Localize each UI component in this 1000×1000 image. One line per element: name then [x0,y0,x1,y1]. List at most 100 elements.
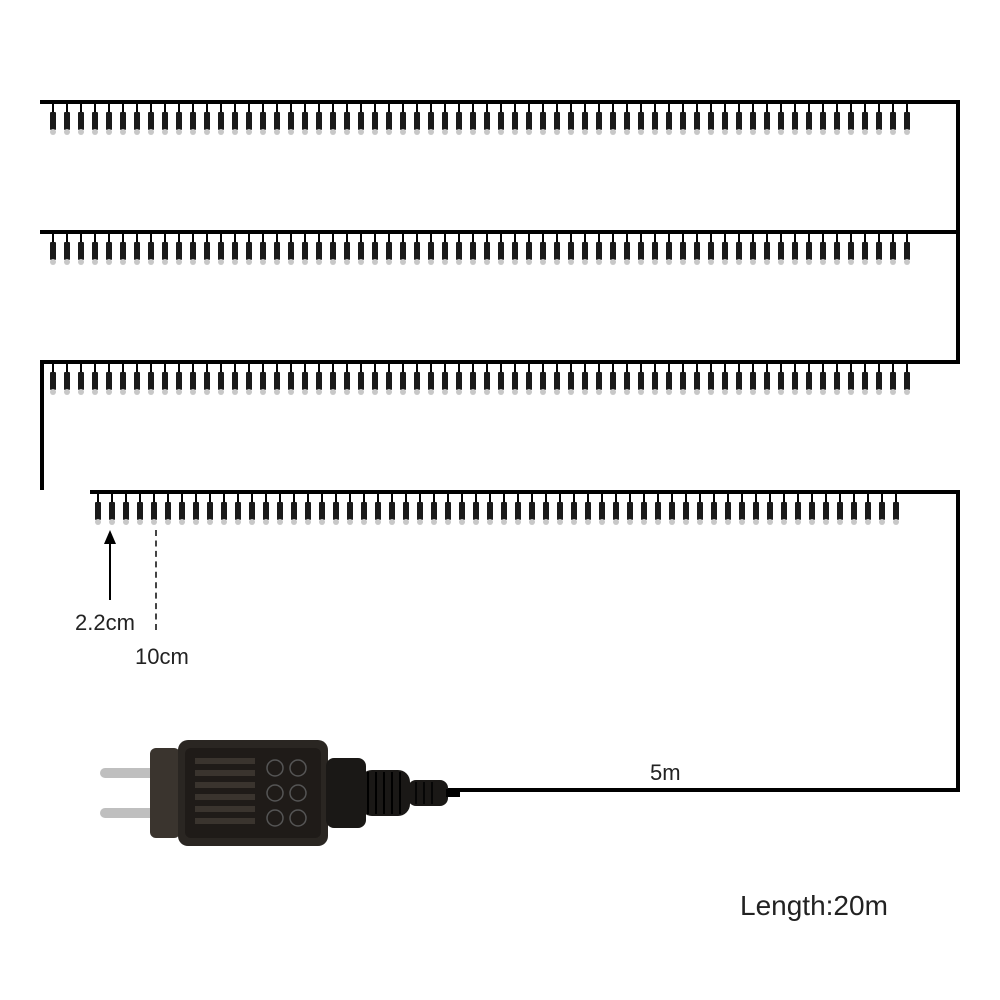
light-bulb [470,104,476,136]
light-bulb [414,364,420,396]
light-bulb [596,234,602,266]
light-bulb [134,234,140,266]
light-bulb [848,364,854,396]
light-row-4 [40,490,960,550]
light-bulb [190,364,196,396]
light-bulb [386,104,392,136]
light-bulb [442,104,448,136]
light-bulb [487,494,493,526]
light-bulb [596,364,602,396]
drop-length-label: 2.2cm [75,610,135,636]
light-bulb [372,104,378,136]
light-bulb [848,104,854,136]
light-bulb [652,234,658,266]
light-bulb [358,104,364,136]
string-light-diagram: 2.2cm 10cm 5m [40,100,960,160]
light-bulb [50,234,56,266]
light-bulb [904,364,910,396]
light-bulb [638,104,644,136]
light-bulb [680,104,686,136]
lead-vertical [956,490,960,790]
light-bulb [624,104,630,136]
light-bulb [302,234,308,266]
connector-3-4 [40,360,44,490]
light-row-1 [40,100,960,160]
light-bulb [599,494,605,526]
light-bulb [484,364,490,396]
light-bulb [204,104,210,136]
light-bulb [106,104,112,136]
light-bulb [288,234,294,266]
light-bulb [291,494,297,526]
light-bulb [176,104,182,136]
light-bulb [540,234,546,266]
light-bulb [246,234,252,266]
light-bulb [666,234,672,266]
light-bulb [274,104,280,136]
light-bulb [316,364,322,396]
light-bulb [725,494,731,526]
light-bulb [246,364,252,396]
light-bulb [470,234,476,266]
light-bulb [739,494,745,526]
light-bulb [683,494,689,526]
light-bulb [417,494,423,526]
light-bulb [501,494,507,526]
light-row-3 [40,360,960,420]
light-bulb [78,234,84,266]
light-bulb [64,234,70,266]
light-bulb [316,104,322,136]
light-bulb [851,494,857,526]
light-bulb [372,234,378,266]
light-bulb [568,364,574,396]
light-bulb [694,104,700,136]
light-bulb [764,104,770,136]
light-bulb [666,104,672,136]
power-plug-icon [100,718,460,868]
light-bulb [277,494,283,526]
light-bulb [305,494,311,526]
light-bulb [260,234,266,266]
light-bulb [697,494,703,526]
light-bulb [176,234,182,266]
light-bulb [890,364,896,396]
light-bulb [92,234,98,266]
light-bulb [624,364,630,396]
light-bulb [120,104,126,136]
light-bulb [344,104,350,136]
light-bulb [750,364,756,396]
light-bulb [78,104,84,136]
total-length-label: Length:20m [740,890,888,922]
light-bulb [708,104,714,136]
light-bulb [134,364,140,396]
light-bulb [274,364,280,396]
light-bulb [669,494,675,526]
light-bulb [260,364,266,396]
light-bulb [95,494,101,526]
light-bulb [655,494,661,526]
light-bulb [652,364,658,396]
light-bulb [708,234,714,266]
light-bulb [543,494,549,526]
light-bulb [232,104,238,136]
light-bulb [428,364,434,396]
light-bulb [515,494,521,526]
light-bulb [361,494,367,526]
light-bulb [862,104,868,136]
light-bulb [162,104,168,136]
light-bulb [568,104,574,136]
light-bulb [778,364,784,396]
light-bulb [585,494,591,526]
light-bulb [736,104,742,136]
lead-horizontal [440,788,960,792]
light-bulb [414,104,420,136]
light-bulb [148,104,154,136]
light-bulb [694,234,700,266]
light-bulb [904,104,910,136]
light-bulb [582,364,588,396]
light-bulb [260,104,266,136]
light-bulb [109,494,115,526]
light-bulb [204,234,210,266]
light-bulb [92,104,98,136]
light-bulb [333,494,339,526]
